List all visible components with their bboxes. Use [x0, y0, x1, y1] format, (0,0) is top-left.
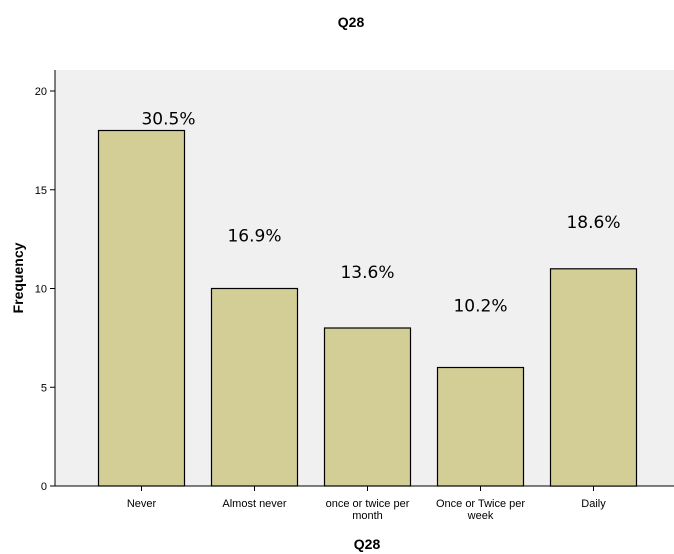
bars-group	[97, 129, 638, 487]
bar-0	[97, 129, 186, 487]
bar-3	[436, 366, 525, 487]
bar-1	[210, 287, 299, 487]
chart-title: Q28	[338, 14, 365, 30]
x-tick-label-0: Never	[127, 498, 157, 510]
y-tick-label-1: 5	[41, 382, 47, 394]
y-tick-label-0: 0	[41, 481, 47, 493]
x-tick-label-4: Daily	[581, 498, 606, 510]
x-axis-title: Q28	[354, 536, 381, 552]
x-tick-label-1: Almost never	[222, 498, 287, 510]
data-label-1: 16.9%	[227, 227, 281, 247]
bar-2	[323, 327, 412, 487]
y-axis-title: Frequency	[10, 242, 26, 313]
bar-4	[549, 268, 638, 487]
labels-group: 0 5 10 15 20 Never Almost never once or twice p…	[35, 86, 621, 522]
y-tick-label-2: 10	[35, 284, 47, 296]
y-tick-label-4: 20	[35, 86, 47, 98]
data-label-4: 18.6%	[566, 213, 620, 233]
data-label-2: 13.6%	[340, 263, 394, 283]
x-tick-label-2: once or twice per month	[326, 498, 410, 522]
data-label-0: 30.5%	[141, 110, 195, 130]
x-tick-label-3: Once or Twice per week	[436, 498, 525, 522]
y-tick-label-3: 15	[35, 185, 47, 197]
axes-group	[50, 70, 674, 491]
data-label-3: 10.2%	[453, 297, 507, 317]
